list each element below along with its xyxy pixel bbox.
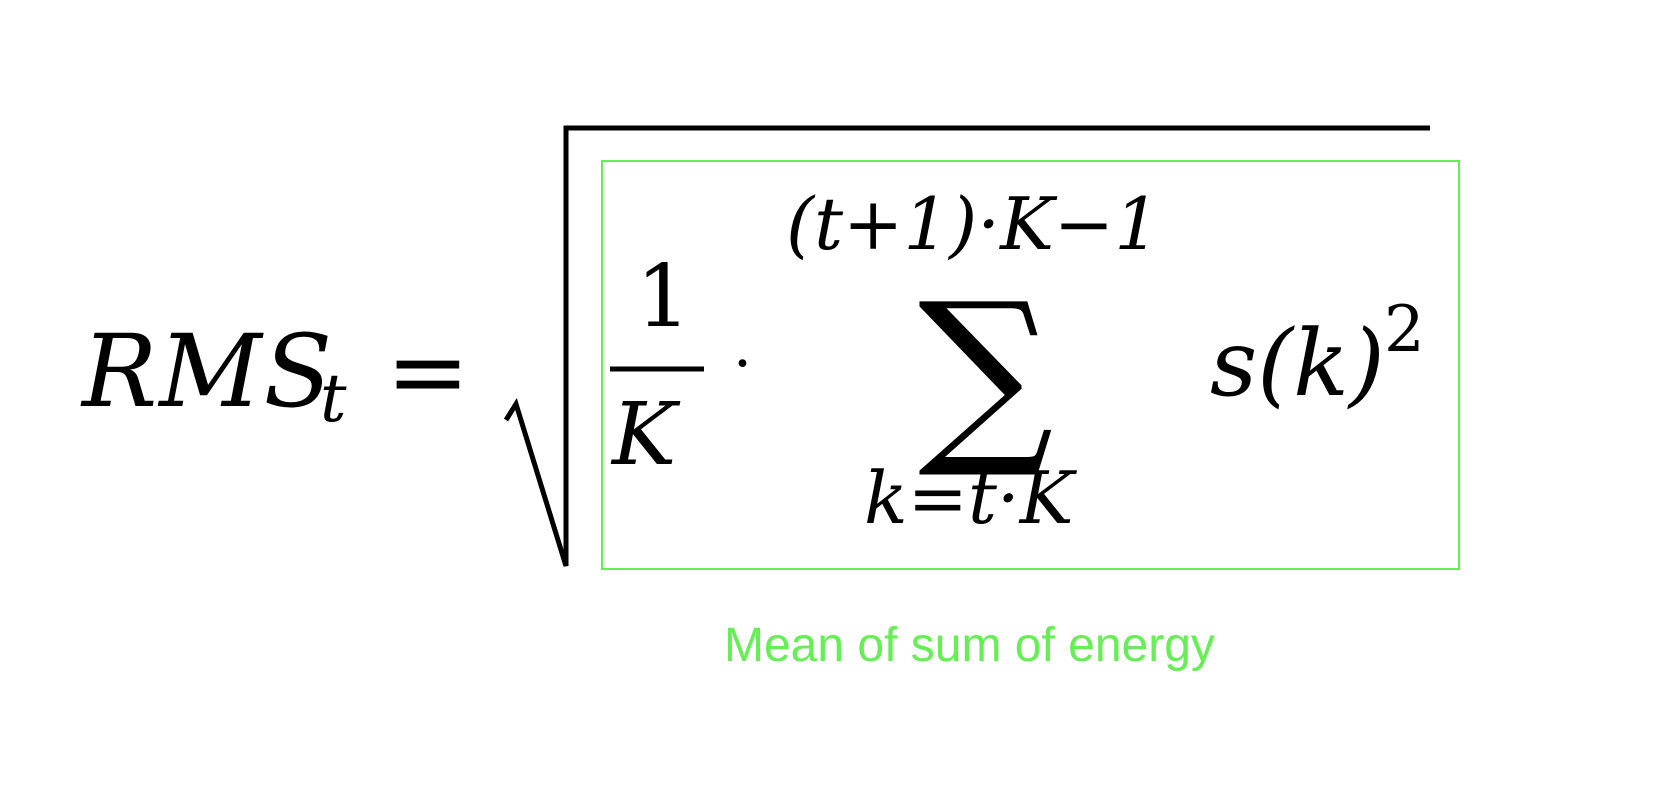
sum-lower-limit: k=t·K	[864, 456, 1074, 540]
fraction-numerator: 1	[636, 247, 691, 347]
annotation-label: Mean of sum of energy	[724, 619, 1215, 672]
summand-exponent: 2	[1384, 293, 1425, 367]
summation-symbol: ∑	[918, 262, 1054, 483]
summand: s(k)	[1210, 310, 1385, 417]
sum-upper-limit: (t+1)·K−1	[786, 182, 1161, 266]
square-root-sign	[503, 125, 1430, 567]
highlight-box	[601, 160, 1460, 570]
fraction-denominator: K	[612, 385, 677, 485]
multiply-dot: ·	[733, 329, 753, 399]
equals-sign: =	[386, 313, 470, 430]
lhs-subscript: t	[320, 360, 347, 437]
lhs-rms: RMS	[82, 313, 335, 430]
